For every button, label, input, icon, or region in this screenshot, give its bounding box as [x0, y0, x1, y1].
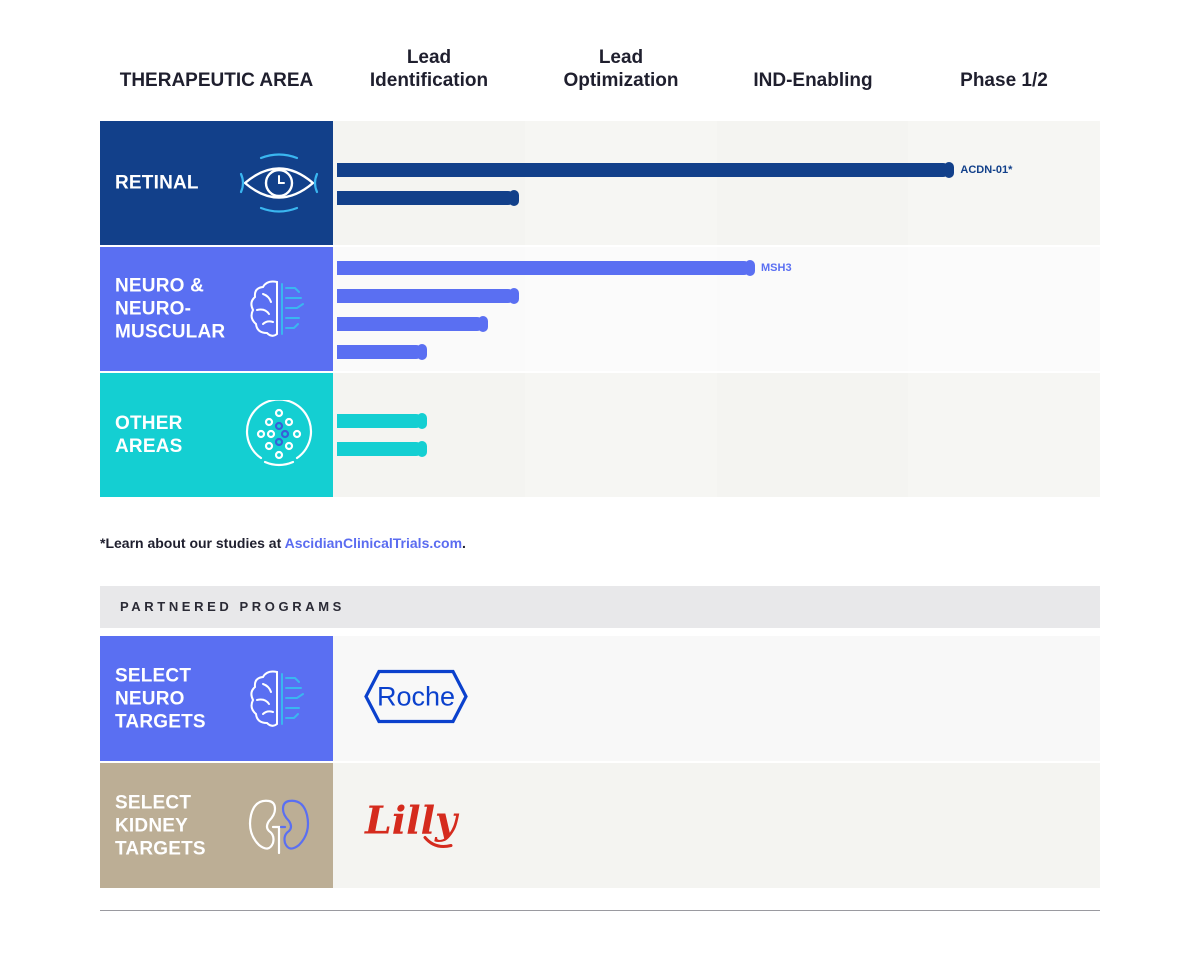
program-bar-end [417, 441, 428, 457]
footnote-prefix: *Learn about our studies at [100, 535, 285, 551]
program-bar-end [509, 288, 520, 304]
lilly-logo-text: Lilly [364, 797, 460, 842]
program-bar-end [944, 162, 955, 178]
partner-area-label-neuro: SELECT NEURO TARGETS [115, 665, 206, 732]
kidney-icon [239, 791, 319, 861]
stage-header-phase-1-2: Phase 1/2 [960, 70, 1048, 91]
pipeline-row-other: OTHER AREAS [100, 373, 1100, 497]
pipeline-chart: RETINAL AC [100, 121, 1100, 499]
program-bar-end [417, 344, 428, 360]
area-cell-other: OTHER AREAS [100, 373, 333, 497]
program-bar-end [745, 260, 755, 276]
area-label-other: OTHER AREAS [115, 413, 183, 457]
program-bar-end [478, 316, 489, 332]
roche-logo-text: Roche [377, 681, 455, 711]
program-bar [337, 441, 428, 457]
brain-icon [239, 274, 319, 344]
program-bar-end [509, 190, 520, 206]
partner-row-kidney: SELECT KIDNEY TARGETS Lilly [100, 763, 1100, 888]
pipeline-row-retinal: RETINAL AC [100, 121, 1100, 245]
partner-logo-area-roche: Roche [333, 636, 1100, 761]
program-bar: MSH3 [337, 260, 792, 276]
roche-logo: Roche [363, 668, 469, 729]
footnote: *Learn about our studies at AscidianClin… [100, 535, 466, 551]
partner-area-cell-neuro: SELECT NEURO TARGETS [100, 636, 333, 761]
partnered-programs-title: PARTNERED PROGRAMS [120, 599, 345, 614]
partnered-programs: SELECT NEURO TARGETS [100, 636, 1100, 890]
program-label: ACDN-01* [960, 164, 1013, 176]
pipeline-header: THERAPEUTIC AREA Lead Identification Lea… [100, 40, 1100, 100]
program-bar-end [417, 413, 428, 429]
partnered-programs-header: PARTNERED PROGRAMS [100, 586, 1100, 628]
lilly-logo: Lilly [363, 793, 473, 858]
brain-icon [239, 664, 319, 734]
program-bar: ACDN-01* [337, 162, 1012, 178]
bottom-divider [100, 910, 1100, 911]
area-cell-neuro: NEURO & NEURO- MUSCULAR [100, 247, 333, 371]
bars-retinal: ACDN-01* [333, 121, 1100, 245]
stage-header-ind-enabling: IND-Enabling [753, 70, 873, 91]
program-bar [337, 413, 428, 429]
partner-area-label-kidney: SELECT KIDNEY TARGETS [115, 792, 206, 859]
track-neuro: MSH3 [333, 247, 1100, 371]
clinical-trials-link[interactable]: AscidianClinicalTrials.com [284, 535, 463, 551]
program-bar [337, 316, 489, 332]
bars-neuro: MSH3 [333, 247, 1100, 371]
bars-other [333, 373, 1100, 497]
area-cell-retinal: RETINAL [100, 121, 333, 245]
program-bar [337, 344, 428, 360]
program-bar [337, 190, 520, 206]
stage-header-lead-identification: Lead Identification [369, 47, 489, 91]
pipeline-row-neuro: NEURO & NEURO- MUSCULAR [100, 247, 1100, 371]
eye-icon [239, 148, 319, 218]
program-bar [337, 288, 520, 304]
track-other [333, 373, 1100, 497]
area-label-neuro: NEURO & NEURO- MUSCULAR [115, 275, 226, 343]
partner-row-neuro: SELECT NEURO TARGETS [100, 636, 1100, 761]
partner-area-cell-kidney: SELECT KIDNEY TARGETS [100, 763, 333, 888]
cell-icon [239, 398, 319, 470]
footnote-suffix: . [462, 535, 466, 551]
area-label-retinal: RETINAL [115, 172, 199, 194]
partner-logo-area-lilly: Lilly [333, 763, 1100, 888]
therapeutic-area-header: THERAPEUTIC AREA [119, 70, 314, 91]
program-label: MSH3 [761, 262, 792, 274]
stage-header-lead-optimization: Lead Optimization [563, 47, 679, 91]
track-retinal: ACDN-01* [333, 121, 1100, 245]
